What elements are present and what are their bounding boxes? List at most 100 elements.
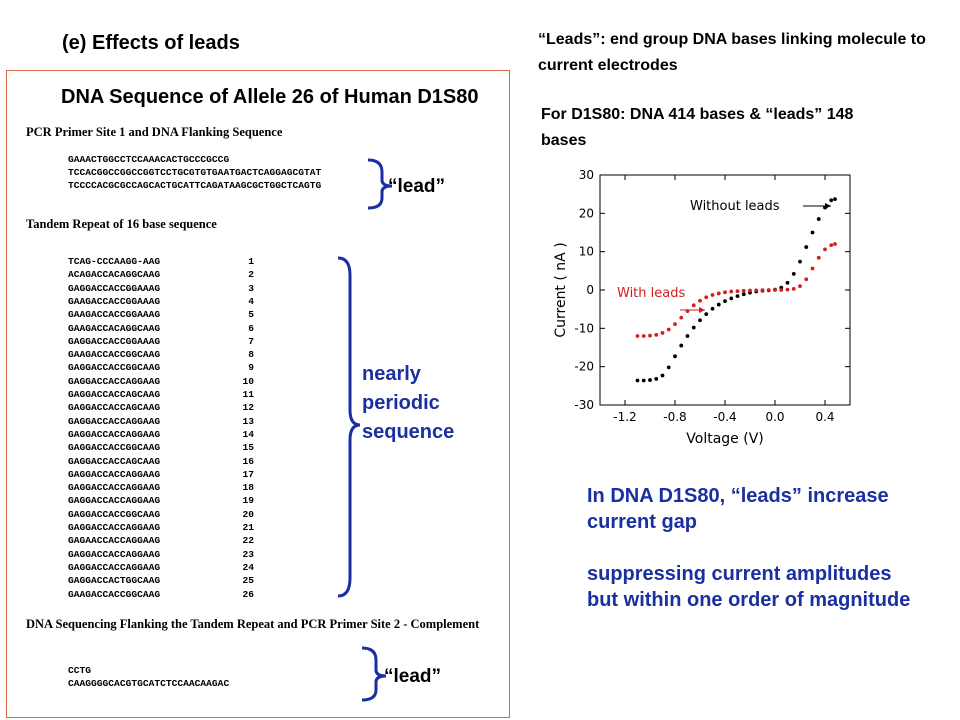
data-point [804, 245, 809, 249]
repeat-number: 10 [242, 375, 254, 387]
repeat-sequence: GAGGACCACCGGCAAG [68, 508, 161, 520]
repeat-sequence: GAGGACCACCAGGAAG [68, 415, 161, 427]
brace-periodic [337, 256, 361, 598]
data-point [698, 298, 702, 303]
data-point [660, 373, 665, 378]
repeat-number: 23 [242, 548, 254, 560]
conclusion-line-1: In DNA D1S80, “leads” increase current g… [587, 485, 889, 533]
flank1-line: TCCCCACGCGCCAGCACTGCATTCAGATAAGCGCTGGCTC… [68, 180, 322, 191]
repeat-sequence: GAAGACCACCGGAAAG [68, 309, 161, 321]
data-point [654, 332, 659, 337]
repeat-sequence: GAGGACCACCGGAAAG [68, 335, 161, 347]
repeat-sequence: ACAGACCACAGGCAAG [68, 269, 161, 281]
arrowhead-with-leads [699, 307, 705, 313]
periodic-label-line: periodic [362, 392, 440, 414]
data-point [710, 306, 715, 311]
annotation-without-leads: Without leads [690, 199, 780, 214]
repeat-number: 13 [242, 415, 254, 427]
data-point [754, 288, 759, 293]
y-tick-label: 0 [586, 283, 594, 297]
data-point [816, 255, 821, 260]
data-point [829, 243, 834, 248]
repeat-number: 5 [248, 309, 254, 321]
data-point [833, 197, 837, 202]
repeat-sequence: GAGGACCACCAGGAAG [68, 548, 161, 560]
repeat-number: 3 [248, 282, 254, 294]
data-point [704, 312, 709, 317]
x-tick-label: 0.4 [815, 410, 834, 424]
repeat-sequence: GAGGACCACCAGCAAG [68, 402, 161, 414]
y-tick-label: 20 [579, 206, 594, 220]
data-point [741, 288, 746, 293]
repeat-sequence: GAGAACCACCAGGAAG [68, 535, 161, 547]
data-point [766, 288, 771, 292]
sequence-figure-heading: DNA Sequence of Allele 26 of Human D1S80 [61, 86, 479, 108]
repeat-number: 21 [242, 522, 254, 533]
brace-top [367, 158, 393, 210]
repeat-sequence: GAGGACCACCAGGAAG [68, 522, 161, 533]
data-point [691, 325, 696, 330]
data-point [679, 343, 684, 348]
arrowhead-without-leads [825, 203, 831, 209]
conclusion-text: In DNA D1S80, “leads” increase current g… [587, 483, 927, 613]
x-axis-label: Voltage (V) [686, 431, 763, 447]
repeat-number: 11 [242, 389, 254, 400]
y-axis-label: Current ( nA ) [553, 242, 569, 337]
data-point [723, 299, 727, 304]
data-point [641, 378, 646, 383]
data-point [648, 378, 652, 382]
data-point [729, 296, 734, 301]
y-tick-label: 10 [579, 245, 594, 259]
d1s80-bases-note: For D1S80: DNA 414 bases & “leads” 148 b… [541, 106, 854, 149]
data-point [648, 333, 652, 338]
flank1-line: TCCACGGCCGGCCGGTCCTGCGTGTGAATGACTCAGGAGC… [68, 167, 322, 178]
y-tick-label: -10 [574, 321, 594, 335]
y-tick-label: -20 [574, 360, 594, 374]
x-tick-label: -0.8 [663, 410, 686, 424]
data-point [735, 294, 740, 299]
repeat-number: 12 [242, 402, 254, 414]
repeat-number: 1 [248, 256, 254, 267]
x-tick-label: -0.4 [713, 410, 736, 424]
repeat-number: 2 [248, 269, 254, 281]
lead-label-top: “lead” [388, 176, 446, 197]
flank2-line: CCTG [68, 665, 92, 676]
data-point [791, 286, 796, 291]
data-point [773, 288, 777, 292]
repeat-sequence: GAGGACCACCAGGAAG [68, 495, 161, 507]
data-point [716, 291, 721, 296]
repeat-sequence: GAGGACCACCAGGAAG [68, 375, 161, 387]
flank-sequence-2: CCTG CAAGGGGCACGTGCATCTCCAACAAGAC [68, 664, 229, 690]
repeat-sequence: GAGGACCACCGGCAAG [68, 442, 161, 454]
repeat-number: 9 [248, 362, 254, 374]
slide-title: (e) Effects of leads [62, 32, 240, 54]
data-point [654, 377, 659, 381]
data-point [810, 230, 815, 235]
repeat-sequence: GAAGACCACCGGAAAG [68, 295, 161, 307]
repeat-number: 26 [242, 588, 254, 600]
data-point [810, 266, 815, 271]
data-point [791, 272, 796, 276]
iv-curve-chart: -1.2 -0.8 -0.4 0.0 0.4 -30 -20 -10 0 10 20 30 Voltag… [553, 168, 851, 447]
repeat-sequence: GAGGACCACCGGAAAG [68, 282, 161, 294]
data-point [729, 289, 734, 294]
repeat-number: 15 [242, 442, 254, 454]
section-tandem-repeat-title: Tandem Repeat of 16 base sequence [26, 217, 217, 231]
flank-sequence-1: GAAACTGGCCTCCAAACACTGCCCGCCG TCCACGGCCGG… [68, 153, 321, 192]
data-point [660, 331, 665, 335]
x-tick-label: -1.2 [613, 410, 636, 424]
data-point [641, 334, 646, 338]
repeat-number: 6 [248, 322, 254, 334]
data-point [735, 289, 740, 294]
repeat-sequence: GAGGACCACCAGCAAG [68, 389, 161, 400]
periodic-sequence-label: nearly periodic sequence [362, 360, 454, 447]
data-point [804, 277, 809, 282]
lead-label-bottom: “lead” [384, 666, 442, 687]
data-point [779, 288, 784, 292]
data-point [716, 302, 721, 307]
repeat-sequence: GAGGACCACCAGGAAG [68, 561, 161, 573]
data-point [833, 242, 837, 246]
repeat-sequence: GAGGACCACCAGGAAG [68, 468, 161, 480]
repeat-number: 7 [248, 335, 254, 347]
